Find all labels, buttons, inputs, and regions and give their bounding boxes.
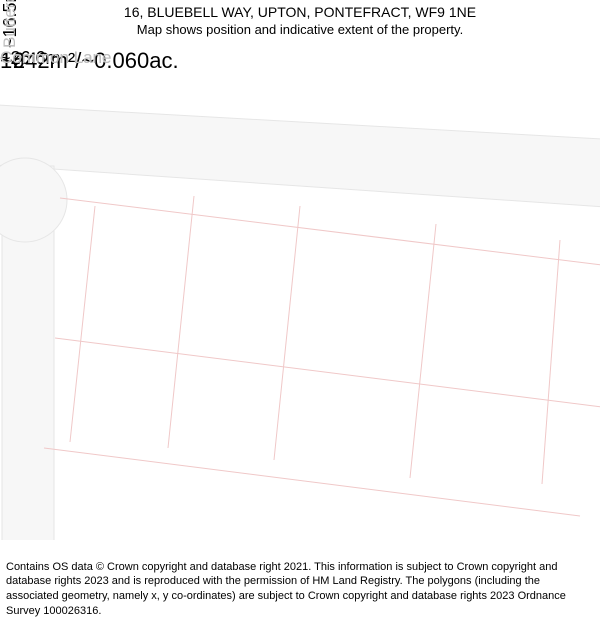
map-container: 16, BLUEBELL WAY, UPTON, PONTEFRACT, WF9… (0, 0, 600, 625)
page-subtitle: Map shows position and indicative extent… (0, 22, 600, 37)
map-svg (0, 48, 600, 540)
road-label-common-lane-2: Common Lane (0, 48, 112, 68)
page-title: 16, BLUEBELL WAY, UPTON, PONTEFRACT, WF9… (0, 4, 600, 20)
road-label-buttercup-close: Buttercup Close (0, 0, 20, 48)
map-area: ~242m²/~0.060ac. 16 ~26.6m ~16.5m Common… (0, 48, 600, 540)
header: 16, BLUEBELL WAY, UPTON, PONTEFRACT, WF9… (0, 4, 600, 37)
copyright-footer: Contains OS data © Crown copyright and d… (6, 560, 594, 619)
